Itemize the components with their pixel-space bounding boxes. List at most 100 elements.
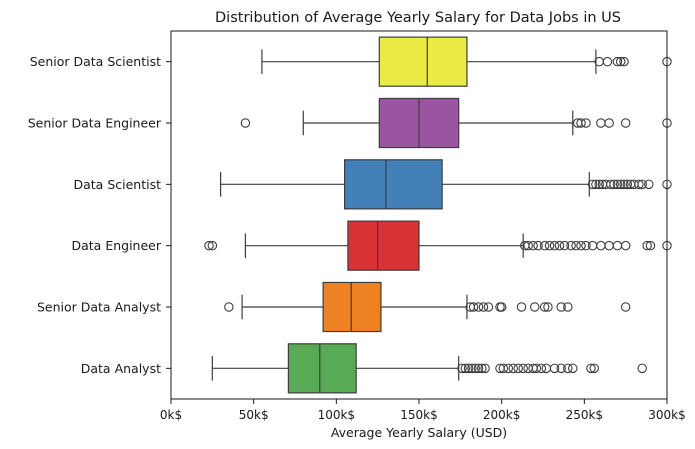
outlier-point [467, 363, 477, 374]
outlier-point [549, 240, 560, 251]
outlier-point [586, 363, 596, 374]
outlier-point [463, 363, 474, 374]
outlier-point [566, 240, 576, 251]
outlier-point [619, 56, 629, 67]
outlier-point [594, 179, 604, 190]
outlier-point [473, 363, 484, 374]
y-tick-label: Senior Data Analyst [37, 300, 161, 315]
iqr-box [378, 36, 468, 87]
outlier-point [204, 240, 214, 251]
outlier-point [620, 240, 631, 251]
outlier-point [571, 240, 581, 251]
x-tick-label: 0k$ [160, 408, 182, 422]
y-tick-label: Data Engineer [72, 238, 162, 253]
outlier-point [556, 302, 566, 312]
outlier-point [496, 302, 507, 312]
outlier-point [620, 302, 631, 312]
outlier-point [637, 363, 647, 374]
x-tick-label: 200k$ [483, 408, 521, 422]
outlier-point [604, 118, 614, 128]
outlier-point [619, 179, 629, 190]
outlier-point [596, 118, 606, 128]
x-tick-label: 100k$ [318, 408, 356, 422]
outlier-point [596, 240, 606, 251]
y-tick-label: Senior Data Engineer [28, 116, 162, 131]
outlier-point [581, 240, 591, 251]
outlier-point [642, 240, 652, 251]
outlier-point [645, 240, 656, 251]
outlier-point [559, 240, 570, 251]
outlier-point [612, 240, 623, 251]
outlier-point [576, 118, 586, 128]
outlier-point [539, 240, 550, 251]
outlier-point [240, 118, 251, 128]
outlier-point [513, 363, 523, 374]
outlier-point [615, 56, 626, 67]
outlier-point [508, 363, 518, 374]
outlier-point [544, 240, 555, 251]
plot-area [204, 36, 672, 394]
outlier-point [576, 240, 586, 251]
outlier-point [587, 179, 598, 190]
outlier-point [470, 363, 480, 374]
outlier-point [483, 302, 494, 312]
outlier-point [468, 302, 479, 312]
outlier-point [581, 118, 591, 128]
outlier-point [523, 363, 533, 374]
outlier-point [602, 56, 613, 67]
outlier-point [612, 179, 623, 190]
outlier-point [523, 240, 533, 251]
iqr-box [347, 220, 420, 271]
outlier-point [473, 302, 484, 312]
outlier-point [529, 302, 540, 312]
outlier-point [516, 302, 527, 312]
outlier-point [609, 179, 619, 190]
x-axis-ticks: 0k$ 50k$ 100k$ 150k$ 200k$ 250k$ 300k$ [160, 399, 686, 422]
outlier-point [533, 240, 543, 251]
outlier-point [224, 302, 234, 312]
outlier-point [637, 179, 647, 190]
outlier-point [480, 363, 490, 374]
outlier-point [563, 302, 573, 312]
chart-title: Distribution of Average Yearly Salary fo… [215, 10, 621, 26]
x-tick-label: 150k$ [400, 408, 438, 422]
outlier-point [568, 363, 578, 374]
y-axis-labels: Senior Data Scientist Senior Data Enginee… [28, 54, 171, 376]
outlier-point [622, 179, 633, 190]
iqr-box [322, 281, 382, 333]
outlier-point [460, 363, 471, 374]
outlier-point [498, 363, 509, 374]
y-tick-label: Data Scientist [74, 177, 162, 192]
x-axis-label: Average Yearly Salary (USD) [331, 425, 507, 440]
outlier-point [457, 363, 467, 374]
outlier-point [620, 118, 631, 128]
outlier-point [207, 240, 218, 251]
outlier-point [556, 363, 566, 374]
outlier-point [536, 363, 547, 374]
y-tick-label: Senior Data Scientist [30, 54, 161, 69]
outlier-point [634, 179, 644, 190]
x-tick-label: 300k$ [648, 408, 686, 422]
iqr-box [344, 159, 443, 210]
iqr-box [287, 343, 357, 394]
outlier-point [644, 179, 654, 190]
outlier-point [539, 302, 550, 312]
y-tick-label: Data Analyst [81, 361, 161, 376]
outlier-point [541, 363, 552, 374]
outlier-point [606, 179, 616, 190]
outlier-point [549, 363, 560, 374]
outlier-point [543, 302, 553, 312]
outlier-point [591, 179, 601, 190]
outlier-point [518, 363, 528, 374]
outlier-point [604, 240, 614, 251]
outlier-point [554, 240, 565, 251]
x-tick-label: 250k$ [566, 408, 604, 422]
x-tick-label: 50k$ [239, 408, 269, 422]
outlier-point [528, 240, 538, 251]
outlier-point [612, 56, 623, 67]
outlier-point [477, 363, 487, 374]
outlier-point [531, 363, 542, 374]
outlier-point [615, 179, 626, 190]
outlier-point [478, 302, 489, 312]
